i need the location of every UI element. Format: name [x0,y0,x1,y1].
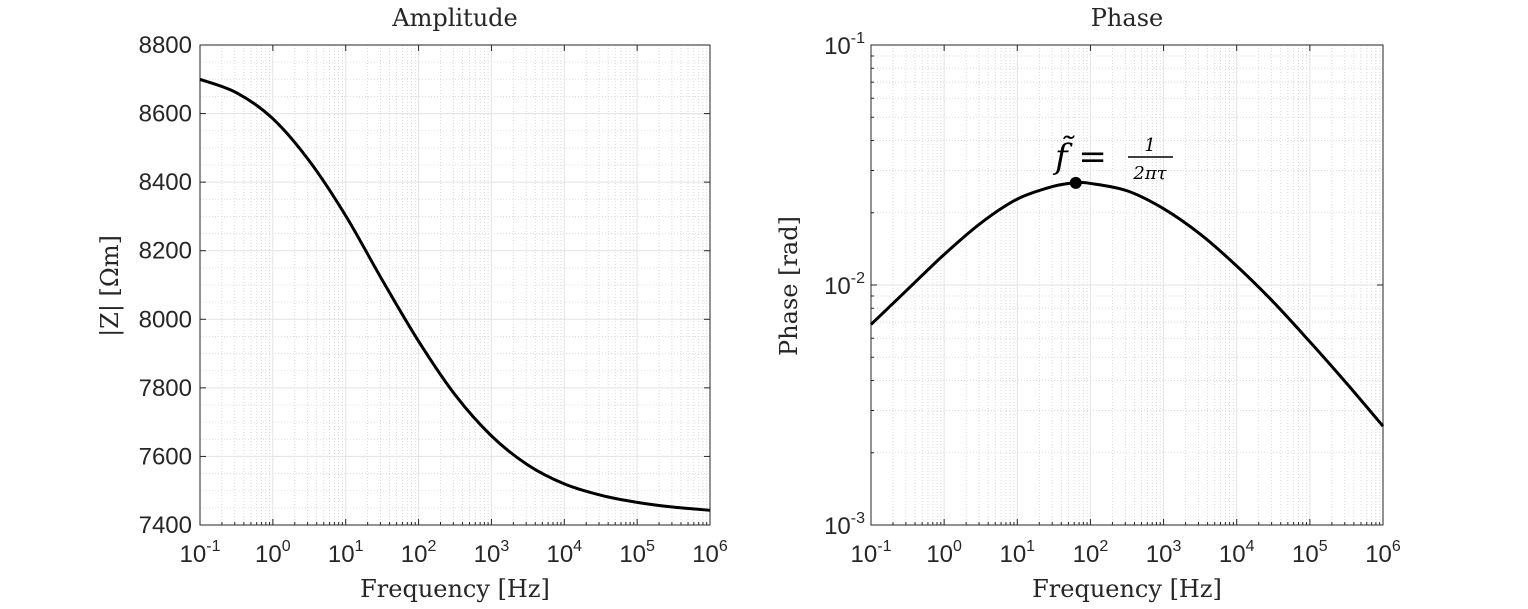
amplitude-axes-frame [199,44,711,526]
annotation-denominator: 2πτ [1132,163,1167,184]
phase-peak-annotation: f̃ = 1 2πτ [1052,135,1173,184]
amplitude-minor-grid [200,45,710,525]
amplitude-y-tick-label: 7400 [139,512,192,539]
amplitude-x-tick-label: 103 [474,538,510,568]
amplitude-x-tick-label: 101 [328,538,364,568]
phase-tick-marks [870,44,1384,526]
phase-y-tick-label: 10-2 [824,270,865,300]
phase-y-axis-label: Phase [rad] [775,216,803,356]
amplitude-y-tick-label: 8200 [139,238,192,265]
amplitude-x-tick-labels: 10-1 100 101 102 103 104 105 106 [180,538,728,568]
amplitude-y-tick-label: 8800 [139,32,192,59]
phase-x-tick-label: 105 [1292,538,1328,568]
phase-x-tick-label: 106 [1365,538,1401,568]
amplitude-x-tick-label: 106 [692,538,728,568]
amplitude-y-tick-label: 8400 [139,169,192,196]
phase-peak-marker [1069,176,1082,189]
amplitude-x-tick-label: 105 [619,538,655,568]
phase-x-tick-label: 104 [1219,538,1255,568]
amplitude-y-tick-label: 7800 [139,375,192,402]
amplitude-x-axis-label: Frequency [Hz] [360,575,550,603]
phase-y-tick-labels: 10-3 10-2 10-1 [824,30,865,540]
phase-chart-title: Phase [1091,4,1163,32]
phase-y-tick-label: 10-1 [824,30,865,60]
amplitude-x-tick-label: 10-1 [180,538,221,568]
amplitude-chart-title: Amplitude [391,4,517,32]
phase-x-tick-label: 10-1 [851,538,892,568]
amplitude-y-axis-label: |Z| [Ωm] [96,235,125,337]
amplitude-y-tick-labels: 7400 7600 7800 8000 8200 8400 8600 8800 [139,32,192,539]
phase-x-tick-label: 101 [999,538,1035,568]
amplitude-series-line [199,77,711,512]
phase-x-tick-label: 102 [1073,538,1109,568]
phase-x-tick-label: 100 [926,538,962,568]
amplitude-x-tick-label: 100 [255,538,291,568]
amplitude-chart: 10-1 100 101 102 103 104 105 106 7400 7600 7800 80… [96,4,728,603]
phase-x-tick-labels: 10-1 100 101 102 103 104 105 106 [851,538,1401,568]
phase-series-line [869,180,1385,428]
amplitude-y-tick-label: 8000 [139,306,192,333]
annotation-numerator: 1 [1144,135,1155,156]
annotation-lhs: f̃ = [1052,136,1107,177]
amplitude-y-tick-label: 8600 [139,101,192,128]
phase-x-axis-label: Frequency [Hz] [1032,575,1222,603]
phase-y-tick-label: 10-3 [824,510,865,540]
amplitude-y-tick-label: 7600 [139,443,192,470]
phase-x-tick-label: 103 [1146,538,1182,568]
amplitude-x-tick-label: 104 [546,538,582,568]
amplitude-tick-marks [199,44,711,526]
phase-chart: 10-1 100 101 102 103 104 105 106 10-3 10-2 10-1 f… [775,4,1401,603]
amplitude-x-tick-label: 102 [401,538,437,568]
